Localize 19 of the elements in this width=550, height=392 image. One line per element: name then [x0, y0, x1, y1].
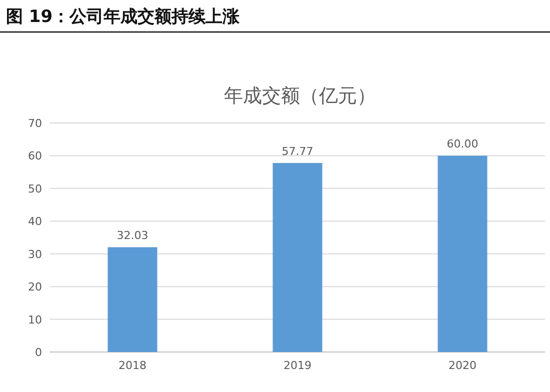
bar — [108, 247, 158, 352]
chart-subtitle: 图 19：公司年成交额持续上涨 — [6, 7, 241, 27]
bar — [438, 156, 488, 352]
y-tick-label: 10 — [28, 313, 42, 326]
y-tick-label: 60 — [28, 150, 42, 163]
y-tick-label: 30 — [28, 248, 42, 261]
chart-title: 年成交额（亿元） — [224, 85, 376, 107]
x-tick-label: 2018 — [118, 359, 146, 372]
x-tick-label: 2019 — [284, 359, 312, 372]
y-tick-label: 50 — [28, 182, 42, 196]
data-label: 57.77 — [282, 145, 314, 158]
y-tick-label: 20 — [28, 280, 42, 294]
data-label: 32.03 — [116, 229, 148, 242]
x-tick-label: 2020 — [448, 359, 476, 372]
data-label: 60.00 — [446, 138, 478, 151]
y-tick-label: 40 — [28, 215, 42, 228]
y-tick-label: 70 — [28, 117, 42, 130]
y-tick-label: 0 — [35, 346, 42, 359]
bar — [272, 163, 322, 352]
